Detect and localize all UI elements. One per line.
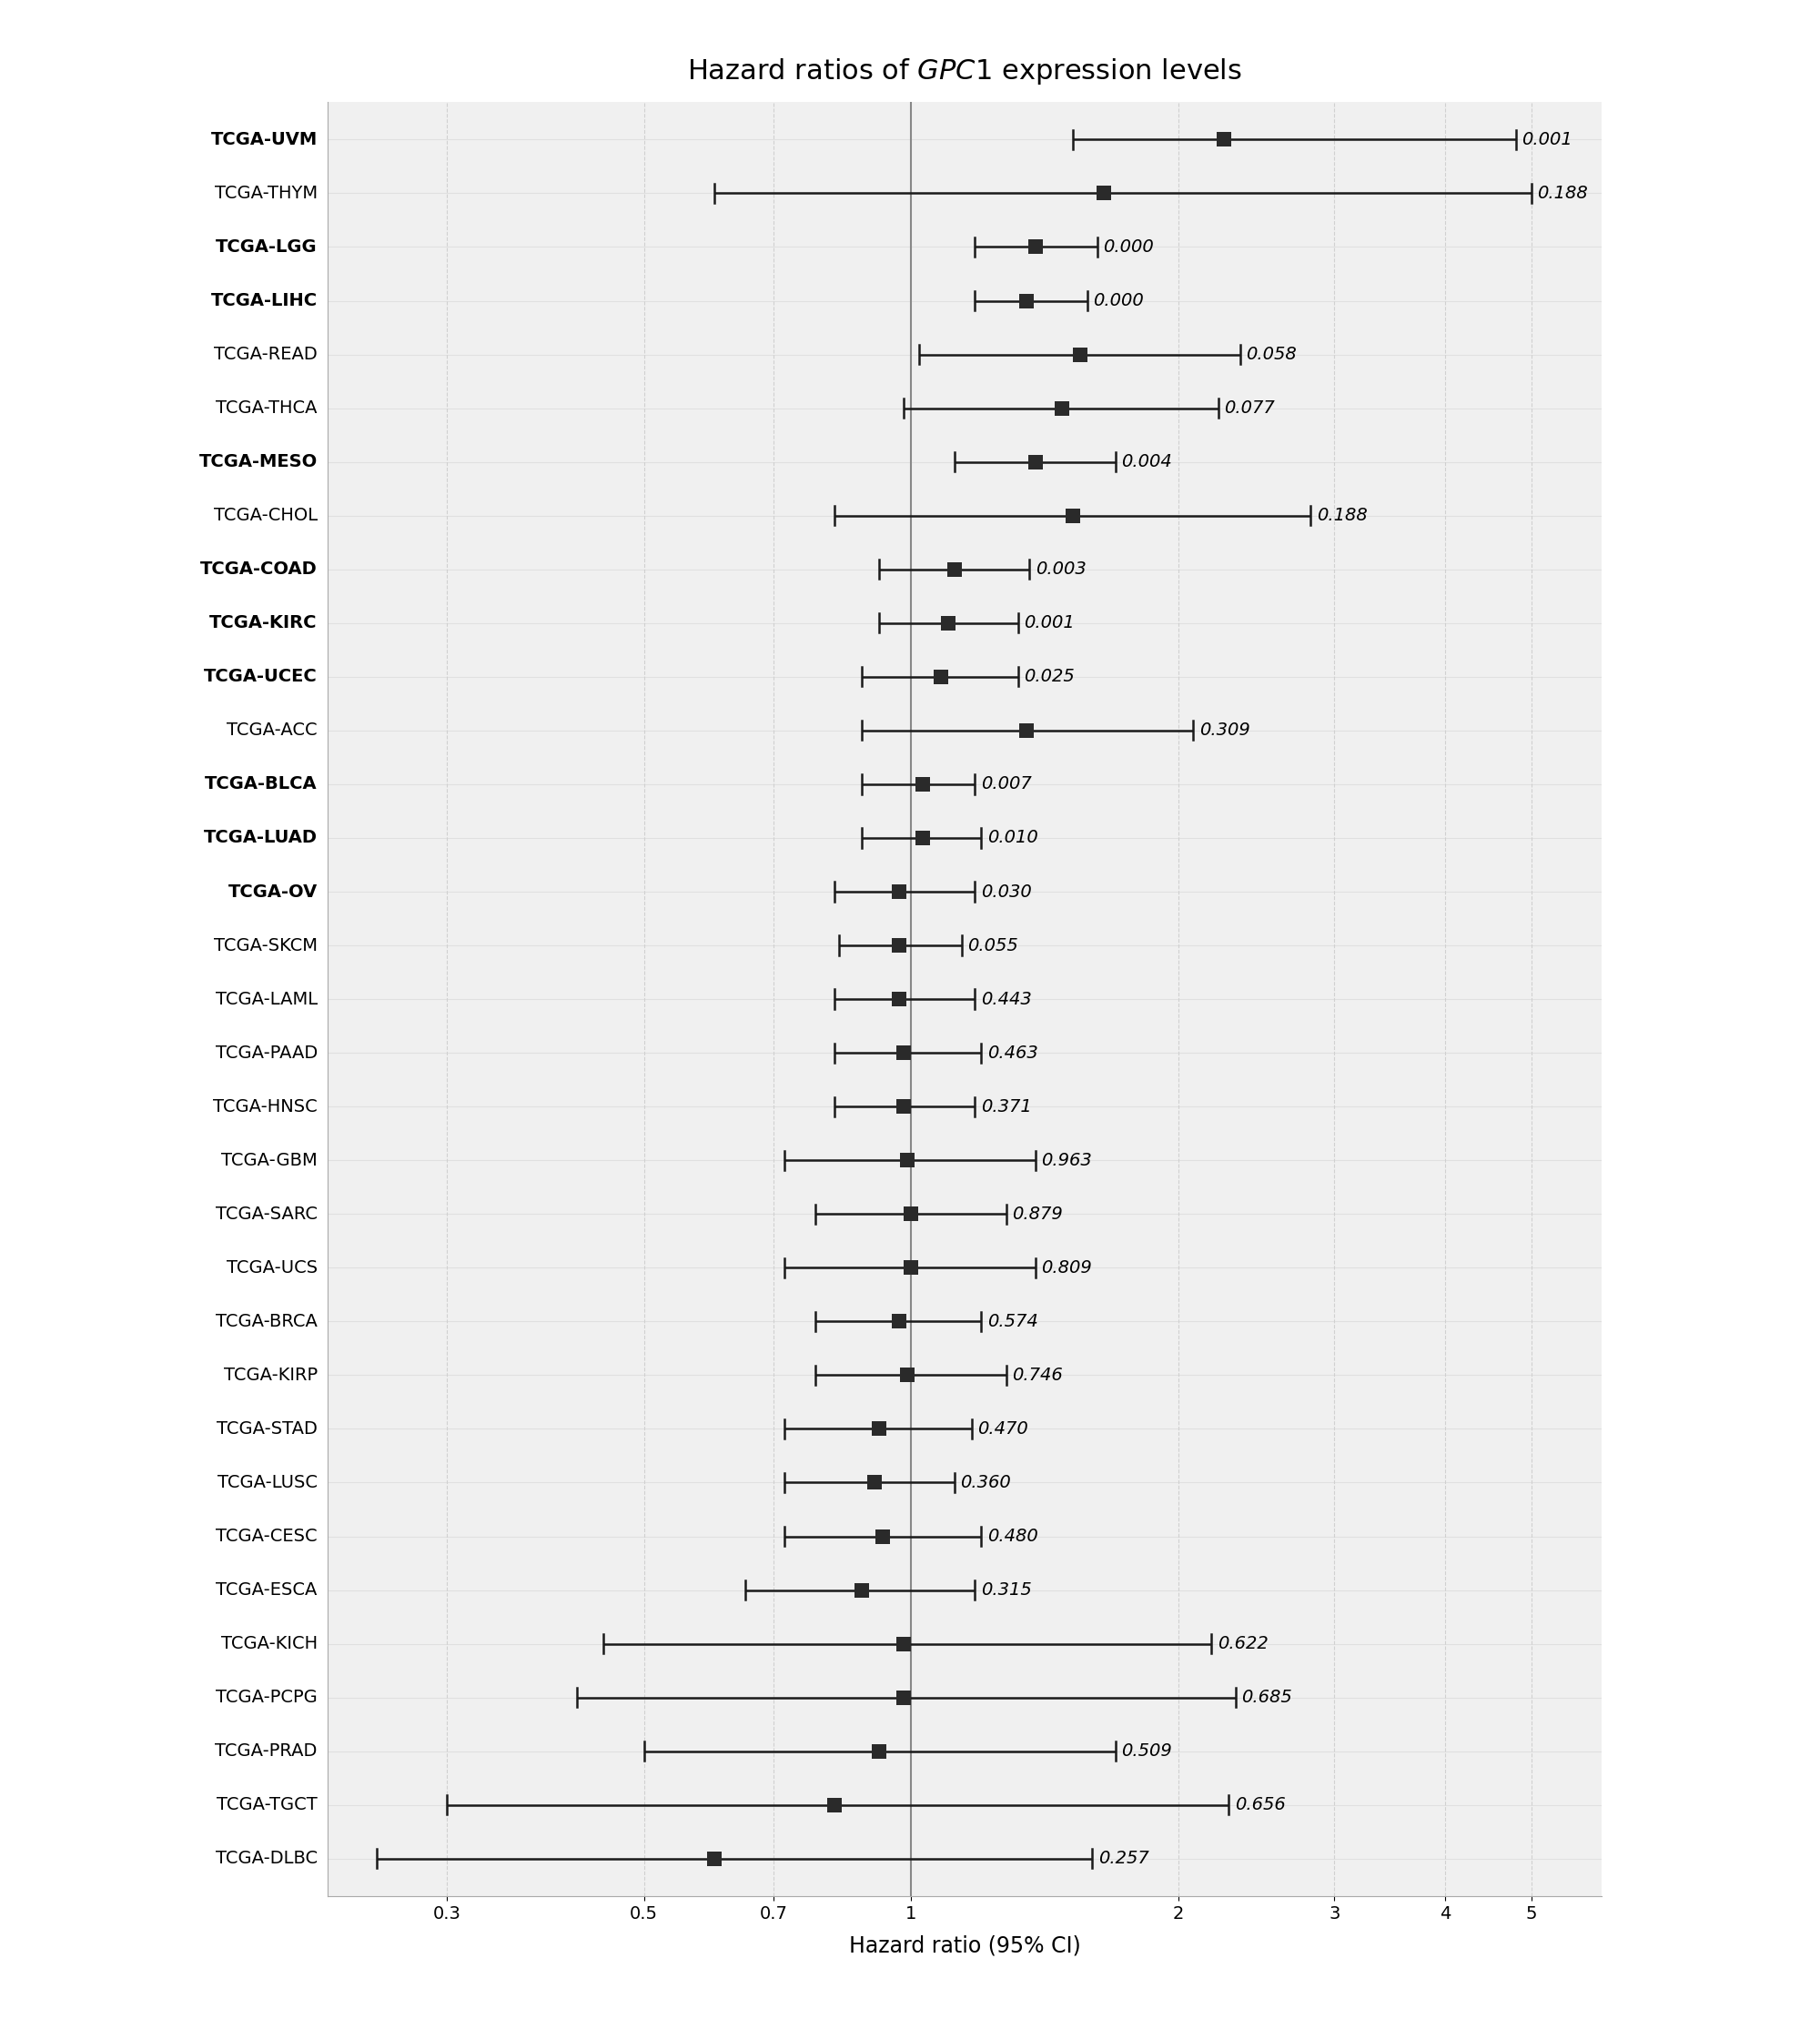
Text: 0.077: 0.077 xyxy=(1225,400,1276,416)
Text: TCGA-UCS: TCGA-UCS xyxy=(226,1258,317,1276)
Text: TCGA-KIRC: TCGA-KIRC xyxy=(209,614,317,632)
Text: TCGA-CHOL: TCGA-CHOL xyxy=(213,508,317,524)
Text: 0.000: 0.000 xyxy=(1103,239,1154,255)
Text: TCGA-UCEC: TCGA-UCEC xyxy=(204,669,317,685)
Text: 0.360: 0.360 xyxy=(961,1474,1012,1491)
Text: 0.055: 0.055 xyxy=(968,936,1017,954)
Text: TCGA-PAAD: TCGA-PAAD xyxy=(215,1044,317,1062)
Text: 0.001: 0.001 xyxy=(1025,614,1074,632)
Text: 0.010: 0.010 xyxy=(986,830,1037,846)
Text: 0.309: 0.309 xyxy=(1199,722,1250,740)
Text: TCGA-LGG: TCGA-LGG xyxy=(217,239,317,255)
Text: TCGA-GBM: TCGA-GBM xyxy=(222,1152,317,1168)
Text: TCGA-PRAD: TCGA-PRAD xyxy=(215,1743,317,1760)
Text: TCGA-KICH: TCGA-KICH xyxy=(220,1635,317,1652)
Text: 0.622: 0.622 xyxy=(1218,1635,1269,1652)
Text: 0.574: 0.574 xyxy=(986,1313,1037,1329)
Text: 0.188: 0.188 xyxy=(1316,508,1367,524)
Text: TCGA-LUAD: TCGA-LUAD xyxy=(204,830,317,846)
Text: 0.058: 0.058 xyxy=(1247,347,1298,363)
Text: 0.809: 0.809 xyxy=(1041,1258,1092,1276)
Text: TCGA-THYM: TCGA-THYM xyxy=(215,186,317,202)
Text: TCGA-UVM: TCGA-UVM xyxy=(211,130,317,149)
Text: 0.480: 0.480 xyxy=(986,1527,1037,1546)
Text: TCGA-DLBC: TCGA-DLBC xyxy=(215,1849,317,1868)
X-axis label: Hazard ratio (95% CI): Hazard ratio (95% CI) xyxy=(848,1935,1081,1957)
Text: 0.443: 0.443 xyxy=(981,991,1032,1007)
Text: 0.007: 0.007 xyxy=(981,775,1032,793)
Text: 0.315: 0.315 xyxy=(981,1582,1032,1599)
Text: 0.025: 0.025 xyxy=(1025,669,1074,685)
Text: 0.003: 0.003 xyxy=(1036,561,1087,577)
Text: 0.004: 0.004 xyxy=(1121,453,1172,471)
Text: 0.000: 0.000 xyxy=(1094,292,1143,310)
Text: 0.509: 0.509 xyxy=(1121,1743,1172,1760)
Text: 0.030: 0.030 xyxy=(981,883,1032,901)
Text: 0.257: 0.257 xyxy=(1097,1849,1148,1868)
Text: TCGA-SARC: TCGA-SARC xyxy=(215,1205,317,1223)
Text: TCGA-BLCA: TCGA-BLCA xyxy=(206,775,317,793)
Text: TCGA-SKCM: TCGA-SKCM xyxy=(213,936,317,954)
Text: TCGA-ESCA: TCGA-ESCA xyxy=(217,1582,317,1599)
Text: TCGA-LUSC: TCGA-LUSC xyxy=(217,1474,317,1491)
Text: 0.685: 0.685 xyxy=(1241,1688,1292,1707)
Title: Hazard ratios of $\it{GPC1}$ expression levels: Hazard ratios of $\it{GPC1}$ expression … xyxy=(688,57,1241,86)
Text: TCGA-LIHC: TCGA-LIHC xyxy=(211,292,317,310)
Text: TCGA-ACC: TCGA-ACC xyxy=(228,722,317,740)
Text: 0.371: 0.371 xyxy=(981,1097,1032,1115)
Text: TCGA-CESC: TCGA-CESC xyxy=(217,1527,317,1546)
Text: TCGA-BRCA: TCGA-BRCA xyxy=(215,1313,317,1329)
Text: 0.656: 0.656 xyxy=(1234,1796,1285,1813)
Text: TCGA-OV: TCGA-OV xyxy=(228,883,317,901)
Text: 0.463: 0.463 xyxy=(986,1044,1037,1062)
Text: 0.746: 0.746 xyxy=(1012,1366,1063,1384)
Text: 0.001: 0.001 xyxy=(1522,130,1572,149)
Text: 0.879: 0.879 xyxy=(1012,1205,1063,1223)
Text: 0.963: 0.963 xyxy=(1041,1152,1092,1168)
Text: TCGA-HNSC: TCGA-HNSC xyxy=(213,1097,317,1115)
Text: 0.470: 0.470 xyxy=(977,1421,1028,1437)
Text: TCGA-THCA: TCGA-THCA xyxy=(217,400,317,416)
Text: TCGA-TGCT: TCGA-TGCT xyxy=(217,1796,317,1813)
Text: TCGA-STAD: TCGA-STAD xyxy=(217,1421,317,1437)
Text: TCGA-MESO: TCGA-MESO xyxy=(198,453,317,471)
Text: TCGA-PCPG: TCGA-PCPG xyxy=(217,1688,317,1707)
Text: TCGA-READ: TCGA-READ xyxy=(215,347,317,363)
Text: 0.188: 0.188 xyxy=(1538,186,1587,202)
Text: TCGA-LAML: TCGA-LAML xyxy=(215,991,317,1007)
Text: TCGA-COAD: TCGA-COAD xyxy=(200,561,317,577)
Text: TCGA-KIRP: TCGA-KIRP xyxy=(224,1366,317,1384)
